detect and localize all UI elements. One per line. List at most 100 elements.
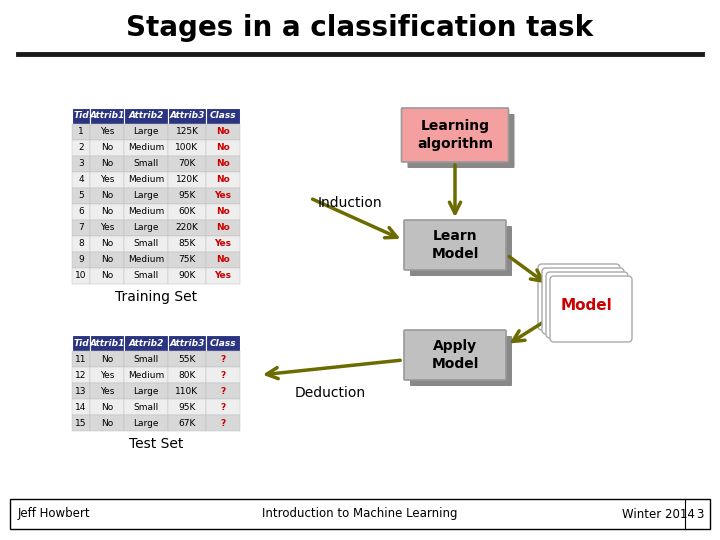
- Bar: [168, 156, 206, 172]
- Bar: [72, 108, 90, 124]
- Text: Attrib2: Attrib2: [128, 111, 163, 120]
- Text: No: No: [216, 127, 230, 137]
- Text: ?: ?: [220, 402, 225, 411]
- Bar: [124, 399, 168, 415]
- Text: 90K: 90K: [179, 272, 196, 280]
- Bar: [206, 252, 240, 268]
- Bar: [168, 124, 206, 140]
- Bar: [124, 236, 168, 252]
- Bar: [10, 499, 710, 529]
- Text: Class: Class: [210, 111, 236, 120]
- Bar: [206, 204, 240, 220]
- Bar: [168, 220, 206, 236]
- Bar: [206, 108, 240, 124]
- Bar: [90, 140, 124, 156]
- Text: 4: 4: [78, 176, 84, 185]
- Text: 3: 3: [78, 159, 84, 168]
- Text: 55K: 55K: [179, 354, 196, 363]
- Text: Medium: Medium: [128, 370, 164, 380]
- Text: Yes: Yes: [100, 387, 114, 395]
- Text: No: No: [101, 272, 113, 280]
- Text: Deduction: Deduction: [295, 386, 366, 400]
- FancyBboxPatch shape: [546, 272, 628, 338]
- Bar: [90, 268, 124, 284]
- Text: 100K: 100K: [176, 144, 199, 152]
- Text: No: No: [216, 144, 230, 152]
- Bar: [206, 367, 240, 383]
- Text: 9: 9: [78, 255, 84, 265]
- Bar: [206, 383, 240, 399]
- Bar: [124, 108, 168, 124]
- Bar: [72, 156, 90, 172]
- Bar: [206, 156, 240, 172]
- Text: Small: Small: [133, 272, 158, 280]
- Bar: [168, 335, 206, 351]
- Text: No: No: [101, 402, 113, 411]
- Bar: [168, 108, 206, 124]
- Bar: [206, 399, 240, 415]
- Text: Model: Model: [560, 299, 612, 314]
- Text: Stages in a classification task: Stages in a classification task: [127, 14, 593, 42]
- Bar: [90, 156, 124, 172]
- Text: Medium: Medium: [128, 255, 164, 265]
- Text: Winter 2014: Winter 2014: [622, 508, 695, 521]
- Bar: [124, 220, 168, 236]
- FancyBboxPatch shape: [402, 108, 508, 162]
- Bar: [90, 399, 124, 415]
- Text: Apply
Model: Apply Model: [431, 339, 479, 370]
- Bar: [90, 383, 124, 399]
- Bar: [168, 383, 206, 399]
- Bar: [124, 188, 168, 204]
- Text: 2: 2: [78, 144, 84, 152]
- Text: Yes: Yes: [100, 176, 114, 185]
- Bar: [90, 351, 124, 367]
- Bar: [206, 140, 240, 156]
- Bar: [90, 415, 124, 431]
- Text: ?: ?: [220, 370, 225, 380]
- Text: No: No: [101, 144, 113, 152]
- Text: Induction: Induction: [318, 196, 382, 210]
- Text: Medium: Medium: [128, 144, 164, 152]
- FancyBboxPatch shape: [542, 268, 624, 334]
- Text: 15: 15: [76, 418, 86, 428]
- Text: 13: 13: [76, 387, 86, 395]
- Bar: [90, 188, 124, 204]
- FancyBboxPatch shape: [410, 226, 512, 276]
- Bar: [72, 383, 90, 399]
- Bar: [206, 268, 240, 284]
- Bar: [72, 236, 90, 252]
- Bar: [168, 204, 206, 220]
- Text: Yes: Yes: [215, 240, 232, 248]
- Bar: [168, 415, 206, 431]
- Text: Class: Class: [210, 339, 236, 348]
- Text: 70K: 70K: [179, 159, 196, 168]
- Bar: [72, 188, 90, 204]
- Bar: [72, 220, 90, 236]
- Text: Training Set: Training Set: [115, 290, 197, 304]
- Text: Large: Large: [133, 127, 158, 137]
- Text: ?: ?: [220, 354, 225, 363]
- Bar: [90, 367, 124, 383]
- FancyBboxPatch shape: [404, 220, 506, 270]
- Text: 120K: 120K: [176, 176, 199, 185]
- Text: Large: Large: [133, 418, 158, 428]
- FancyBboxPatch shape: [404, 330, 506, 380]
- Text: Attrib1: Attrib1: [89, 339, 125, 348]
- Bar: [206, 351, 240, 367]
- Text: Medium: Medium: [128, 207, 164, 217]
- Bar: [72, 335, 90, 351]
- Bar: [72, 140, 90, 156]
- Text: Yes: Yes: [215, 192, 232, 200]
- Text: No: No: [216, 255, 230, 265]
- Bar: [124, 172, 168, 188]
- Bar: [206, 415, 240, 431]
- Bar: [72, 415, 90, 431]
- Text: 85K: 85K: [179, 240, 196, 248]
- Bar: [90, 252, 124, 268]
- Text: 110K: 110K: [176, 387, 199, 395]
- Text: 3: 3: [696, 508, 703, 521]
- Text: Large: Large: [133, 192, 158, 200]
- Text: Small: Small: [133, 240, 158, 248]
- Text: Attrib1: Attrib1: [89, 111, 125, 120]
- Bar: [206, 335, 240, 351]
